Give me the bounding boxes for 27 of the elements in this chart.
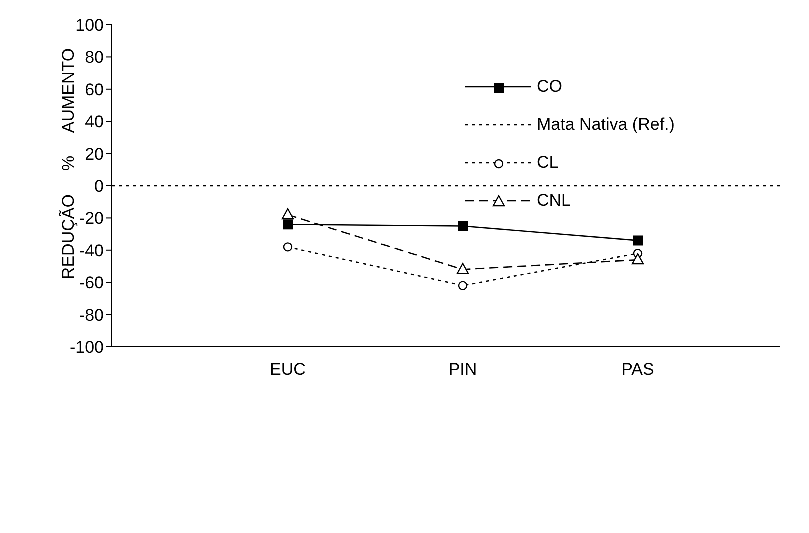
y-tick-label: -100	[70, 338, 104, 358]
y-tick-label: 60	[85, 80, 104, 100]
legend-label: CNL	[537, 191, 572, 211]
legend-label: Mata Nativa (Ref.)	[537, 115, 675, 135]
y-tick-label: 80	[85, 48, 104, 68]
y-tick-label: -40	[79, 241, 104, 260]
legend-label: CO	[537, 77, 562, 97]
point	[458, 221, 468, 232]
point	[633, 236, 643, 246]
x-tick-label: PIN	[448, 360, 478, 380]
point	[283, 220, 293, 230]
point	[632, 253, 644, 265]
y-tick-label: -20	[79, 209, 104, 228]
y-tick-label: 0	[94, 177, 104, 196]
legend-label: CL	[537, 153, 559, 173]
y-axis-title: REDUÇÃO % AUMENTO	[59, 48, 78, 280]
y-tick-label: -60	[79, 274, 104, 293]
point	[458, 281, 468, 290]
y-tick-label: -80	[79, 306, 104, 325]
y-tick-label: 100	[76, 16, 104, 36]
y-tick-label: 20	[85, 144, 104, 164]
x-tick-label: EUC	[270, 360, 306, 380]
y-tick-label: 40	[85, 112, 104, 132]
x-tick-label: PAS	[622, 360, 654, 380]
point	[283, 242, 293, 252]
point	[456, 263, 470, 274]
point	[282, 208, 294, 220]
